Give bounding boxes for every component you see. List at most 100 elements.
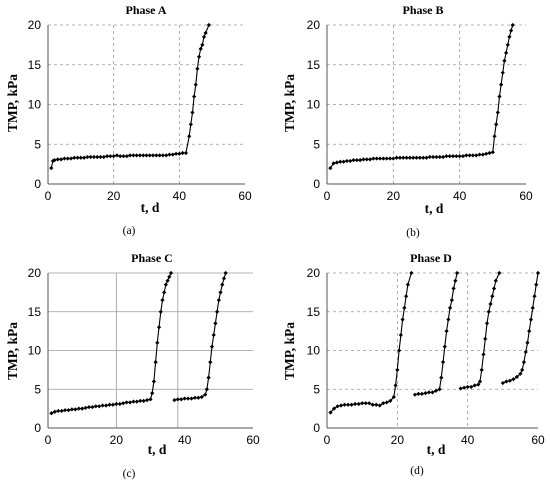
data-point — [437, 154, 442, 160]
data-point — [59, 157, 64, 162]
data-point — [535, 270, 541, 276]
panel-caption: (d) — [410, 465, 424, 477]
x-tick-label: 0 — [324, 433, 331, 447]
data-point — [430, 390, 435, 395]
data-point — [124, 400, 129, 405]
data-point — [467, 153, 472, 158]
data-point — [446, 317, 451, 322]
data-point — [103, 403, 109, 408]
chart-title: Phase C — [131, 251, 173, 265]
data-point — [450, 154, 456, 159]
data-point — [147, 153, 152, 158]
x-tick-label: 20 — [110, 433, 124, 447]
data-point — [368, 157, 373, 162]
data-point — [204, 387, 209, 392]
y-tick-label: 0 — [313, 177, 320, 191]
y-tick-label: 15 — [307, 305, 321, 319]
data-point — [451, 286, 456, 291]
data-point — [449, 298, 454, 303]
data-point — [78, 155, 83, 160]
data-point — [328, 166, 333, 171]
data-point — [353, 401, 358, 407]
data-point — [479, 367, 484, 372]
data-point — [520, 367, 525, 372]
x-tick-label: 60 — [519, 189, 533, 203]
data-point — [182, 396, 187, 401]
data-point — [215, 309, 220, 314]
data-point — [97, 404, 102, 409]
data-point — [494, 122, 499, 127]
data-point — [412, 392, 418, 397]
data-point — [86, 404, 92, 410]
data-point — [497, 94, 502, 99]
data-point — [105, 154, 110, 159]
data-point — [331, 406, 337, 411]
data-point — [394, 155, 399, 160]
data-point — [167, 274, 172, 279]
data-point — [371, 156, 376, 161]
data-point — [127, 153, 133, 158]
x-tick-label: 40 — [178, 433, 192, 447]
data-point — [490, 150, 495, 155]
data-point — [477, 379, 483, 384]
data-point — [338, 159, 343, 164]
data-point — [381, 401, 386, 406]
x-tick-label: 40 — [461, 433, 475, 447]
x-tick-label: 20 — [387, 189, 401, 203]
data-point — [131, 399, 136, 404]
data-point — [101, 154, 106, 160]
y-tick-label: 10 — [28, 344, 42, 358]
data-point — [216, 298, 221, 303]
data-point — [495, 110, 500, 115]
data-point — [134, 153, 139, 158]
data-point — [172, 398, 177, 403]
data-point — [401, 155, 406, 160]
data-point — [114, 153, 120, 158]
data-point — [49, 411, 54, 416]
data-point — [124, 154, 129, 159]
data-point — [491, 286, 497, 291]
data-point — [341, 159, 346, 164]
data-point — [493, 278, 498, 283]
x-axis-label: t, d — [148, 442, 167, 457]
data-point — [192, 94, 197, 99]
data-point — [170, 152, 175, 157]
y-tick-label: 20 — [28, 266, 42, 280]
data-point — [361, 157, 366, 162]
data-point — [398, 332, 403, 338]
x-tick-label: 20 — [107, 189, 121, 203]
series-line — [329, 24, 514, 169]
data-point — [80, 406, 85, 411]
data-point — [499, 82, 504, 87]
data-point — [150, 391, 155, 396]
data-point — [121, 154, 126, 159]
y-tick-label: 0 — [34, 421, 41, 435]
data-point — [148, 397, 153, 402]
data-point — [110, 402, 116, 407]
data-point — [521, 360, 527, 365]
data-point — [411, 155, 416, 160]
data-point — [75, 155, 80, 160]
y-tick-label: 5 — [313, 382, 320, 396]
data-point — [356, 401, 361, 407]
data-point — [331, 161, 336, 166]
data-point — [426, 390, 432, 395]
data-point — [508, 28, 514, 33]
data-point — [137, 153, 143, 158]
data-point — [504, 50, 509, 55]
data-point — [153, 360, 158, 365]
data-point — [460, 154, 466, 159]
data-point — [391, 156, 396, 161]
data-point — [431, 154, 436, 160]
data-point — [523, 349, 528, 355]
data-point — [114, 401, 119, 407]
chart-title: Phase D — [410, 251, 452, 265]
data-point — [150, 153, 156, 158]
data-point — [134, 399, 139, 404]
data-point — [416, 391, 421, 396]
y-tick-label: 5 — [34, 382, 41, 396]
plot-area: 0 20 40 60 0 5 10 15 20 — [28, 266, 260, 447]
data-point — [469, 384, 474, 390]
data-point — [409, 270, 414, 276]
